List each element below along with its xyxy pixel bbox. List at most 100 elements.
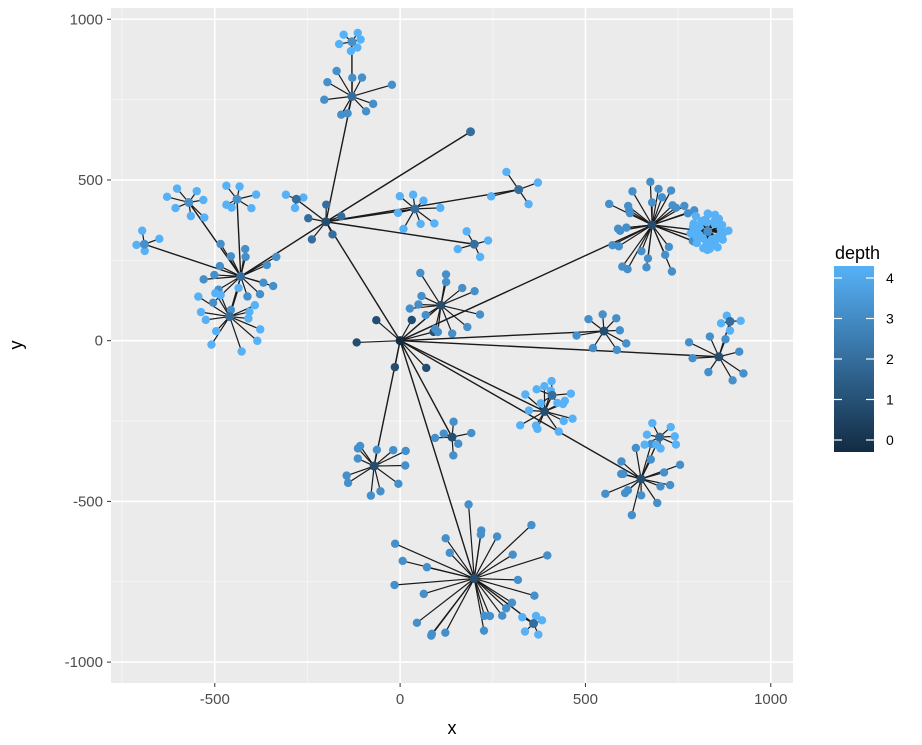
leaf-node	[334, 39, 344, 49]
edge	[618, 224, 653, 247]
edge	[325, 221, 401, 342]
leaf-node	[430, 433, 440, 443]
edge	[240, 264, 268, 277]
edge	[373, 450, 406, 467]
y-tick-label: 1000	[70, 11, 103, 28]
leaf-node	[390, 539, 400, 548]
leaf-node	[684, 338, 694, 347]
edge	[688, 341, 720, 358]
edge	[651, 204, 673, 226]
edge	[640, 224, 653, 252]
leaf-node	[342, 471, 351, 480]
hub-node	[184, 197, 194, 207]
leaf-node	[648, 418, 657, 428]
leaf-node	[343, 478, 353, 488]
leaf-node	[407, 315, 416, 325]
edge	[576, 330, 605, 337]
leaf-node	[439, 429, 448, 438]
edge	[445, 537, 475, 579]
leaf-node	[675, 460, 685, 469]
leaf-node	[419, 589, 428, 599]
nodes	[132, 28, 748, 640]
y-tick-label: -1000	[65, 654, 103, 671]
edge	[473, 554, 514, 580]
leaf-node	[307, 235, 317, 244]
leaf-node	[705, 332, 715, 341]
leaf-node	[656, 444, 665, 453]
leaf-node	[243, 292, 252, 301]
leaf-node	[559, 416, 568, 426]
edge	[651, 224, 693, 242]
leaf-node	[716, 319, 726, 328]
leaf-node	[671, 440, 681, 449]
leaf-node	[137, 226, 147, 235]
leaf-node	[172, 184, 182, 193]
leaf-node	[640, 440, 649, 449]
edge	[347, 465, 375, 484]
leaf-node	[237, 347, 246, 356]
leaf-node	[449, 451, 458, 460]
edge	[399, 340, 545, 413]
leaf-node	[348, 73, 357, 83]
hub-node	[469, 239, 479, 249]
edge	[325, 221, 475, 245]
leaf-node	[483, 236, 493, 245]
leaf-node	[623, 201, 633, 211]
leaf-node	[683, 209, 693, 218]
hub-node	[647, 220, 657, 230]
leaf-node	[216, 239, 225, 249]
hub-node	[347, 37, 357, 47]
leaf-node	[430, 219, 439, 228]
leaf-node	[620, 488, 630, 498]
leaf-node	[431, 324, 440, 334]
leaf-node	[441, 270, 451, 279]
hub-node	[636, 474, 646, 484]
edge	[440, 287, 463, 306]
edge	[295, 198, 327, 223]
leaf-node	[408, 190, 418, 199]
leaf-node	[554, 427, 563, 436]
y-tick-label: 0	[95, 333, 103, 350]
leaf-node	[507, 598, 517, 607]
leaf-node	[654, 184, 663, 194]
leaf-node	[625, 208, 635, 218]
leaf-node	[513, 575, 523, 585]
leaf-node	[666, 186, 676, 195]
leaf-node	[234, 283, 243, 293]
leaf-node	[664, 242, 674, 252]
edge	[473, 536, 498, 579]
leaf-node	[208, 298, 218, 307]
leaf-node	[332, 66, 341, 76]
hub-node	[347, 91, 357, 101]
edge	[419, 272, 442, 306]
leaf-node	[339, 30, 348, 39]
edge	[399, 304, 442, 342]
leaf-node	[226, 305, 236, 315]
leaf-node	[250, 301, 260, 310]
leaf-node	[527, 520, 536, 530]
hub-node	[529, 619, 539, 629]
leaf-node	[322, 200, 331, 209]
leaf-node	[584, 314, 593, 324]
edge	[324, 95, 352, 101]
leaf-node	[393, 208, 403, 218]
leaf-node	[736, 316, 745, 326]
leaf-node	[196, 307, 206, 317]
edge	[210, 316, 231, 345]
edge	[409, 304, 441, 310]
edge	[399, 340, 642, 480]
leaf-node	[211, 326, 221, 336]
leaf-node	[668, 201, 677, 210]
leaf-node	[601, 489, 610, 498]
leaf-node	[560, 396, 570, 406]
leaf-node	[666, 422, 675, 432]
edge	[399, 340, 475, 579]
edge	[440, 305, 453, 334]
leaf-node	[524, 406, 534, 415]
edge	[203, 275, 241, 280]
leaf-node	[353, 444, 363, 453]
leaf-node	[155, 234, 164, 244]
edge	[627, 224, 653, 270]
leaf-node	[566, 389, 576, 398]
leaf-node	[445, 548, 454, 558]
